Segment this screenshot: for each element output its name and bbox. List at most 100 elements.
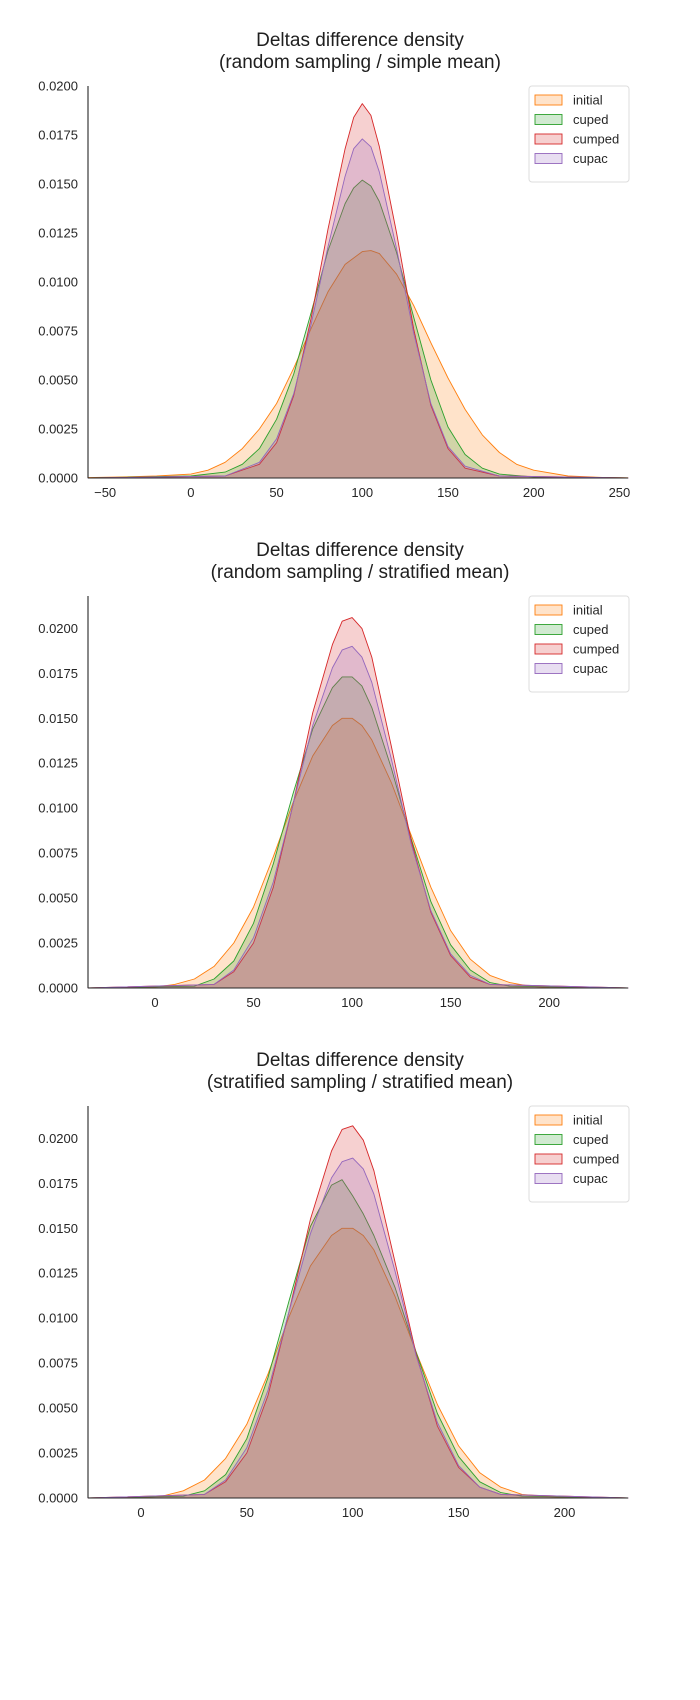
- legend: initial cuped cumped cupac: [528, 595, 630, 693]
- density-area-cuped: [87, 179, 629, 479]
- legend-label-initial: initial: [573, 603, 603, 618]
- x-tick-label: 150: [437, 485, 459, 500]
- legend-label-cumped: cumped: [573, 642, 619, 657]
- y-tick-label: 0.0025: [38, 936, 78, 951]
- density-areas: [87, 103, 629, 479]
- density-area-cumped: [87, 103, 629, 479]
- y-tick-label: 0.0075: [38, 324, 78, 339]
- legend-swatch-initial: [534, 1114, 563, 1126]
- legend-swatch-cuped: [534, 624, 563, 635]
- legend-label-cupac: cupac: [573, 661, 608, 676]
- density-areas: [87, 1125, 629, 1499]
- y-tick-label: 0.0125: [38, 226, 78, 241]
- chart-title-line: Deltas difference density: [256, 30, 464, 51]
- y-tick-label: 0.0175: [38, 128, 78, 143]
- legend-swatch-initial: [534, 604, 563, 616]
- y-tick-label: 0.0050: [38, 373, 78, 388]
- y-tick-label: 0.0050: [38, 891, 78, 906]
- legend-swatch-cuped: [534, 1134, 563, 1145]
- chart-svg: 0.0000 0.0025 0.0050 0.0075 0.0100 0.0125 0.01…: [38, 1105, 630, 1520]
- chart-title: Deltas difference density (random sampli…: [90, 30, 630, 74]
- legend-frame: [528, 85, 630, 183]
- legend-label-cupac: cupac: [573, 1171, 608, 1186]
- y-tick-label: 0.0125: [38, 756, 78, 771]
- density-area-cumped: [87, 617, 629, 989]
- legend-swatch-cumped: [534, 133, 563, 145]
- y-tick-label: 0.0025: [38, 422, 78, 437]
- legend-label-cumped: cumped: [573, 1152, 619, 1167]
- x-tick-label: 150: [448, 1505, 470, 1520]
- y-tick-label: 0.0200: [38, 1131, 78, 1146]
- chart-title: Deltas difference density (random sampli…: [90, 540, 630, 584]
- legend-label-initial: initial: [573, 93, 603, 108]
- x-tick-label: −50: [94, 485, 116, 500]
- legend: initial cuped cumped cupac: [528, 85, 630, 183]
- x-tick-label: 0: [187, 485, 194, 500]
- density-area-cuped: [87, 676, 629, 989]
- y-tick-label: 0.0200: [38, 621, 78, 636]
- density-area-cupac: [87, 645, 629, 989]
- y-tick-label: 0.0150: [38, 711, 78, 726]
- legend-swatch-initial: [534, 94, 563, 106]
- density-area-cupac: [87, 1157, 629, 1499]
- legend-frame: [528, 595, 630, 693]
- density-area-initial: [87, 1227, 629, 1499]
- y-tick-label: 0.0125: [38, 1266, 78, 1281]
- y-tick-label: 0.0000: [38, 981, 78, 996]
- density-chart-stratified-mean: 0.0000 0.0025 0.0050 0.0075 0.0100 0.0125 0.01…: [0, 540, 700, 1050]
- x-tick-label: 250: [609, 485, 631, 500]
- density-chart-stratified-sampling: 0.0000 0.0025 0.0050 0.0075 0.0100 0.0125 0.01…: [0, 1050, 700, 1560]
- legend-label-cuped: cuped: [573, 1132, 608, 1147]
- y-tick-label: 0.0150: [38, 177, 78, 192]
- density-area-initial: [87, 250, 629, 479]
- legend-frame: [528, 1105, 630, 1203]
- chart-title-line: Deltas difference density: [256, 1050, 464, 1071]
- legend-label-cuped: cuped: [573, 112, 608, 127]
- x-tick-label: 50: [246, 995, 260, 1010]
- x-tick-label: 200: [523, 485, 545, 500]
- legend-swatch-cupac: [534, 1173, 563, 1184]
- legend-label-cupac: cupac: [573, 151, 608, 166]
- y-tick-label: 0.0050: [38, 1401, 78, 1416]
- x-tick-label: 50: [240, 1505, 254, 1520]
- y-tick-label: 0.0100: [38, 275, 78, 290]
- x-tick-label: 200: [554, 1505, 576, 1520]
- chart-svg: 0.0000 0.0025 0.0050 0.0075 0.0100 0.0125 0.01…: [38, 79, 631, 501]
- x-tick-label: 150: [440, 995, 462, 1010]
- y-tick-label: 0.0000: [38, 471, 78, 486]
- y-tick-label: 0.0175: [38, 1176, 78, 1191]
- y-tick-label: 0.0075: [38, 846, 78, 861]
- chart-title: Deltas difference density (stratified sa…: [90, 1050, 630, 1094]
- legend-swatch-cumped: [534, 1153, 563, 1165]
- x-tick-label: 0: [137, 1505, 144, 1520]
- legend-swatch-cumped: [534, 643, 563, 655]
- x-tick-label: 100: [341, 995, 363, 1010]
- x-tick-label: 50: [269, 485, 283, 500]
- y-tick-label: 0.0100: [38, 801, 78, 816]
- legend-swatch-cupac: [534, 663, 563, 674]
- y-tick-label: 0.0100: [38, 1311, 78, 1326]
- chart-title-line: Deltas difference density: [256, 540, 464, 561]
- density-area-cupac: [87, 138, 629, 479]
- chart-subtitle-line: (random sampling / stratified mean): [210, 562, 510, 583]
- legend: initial cuped cumped cupac: [528, 1105, 630, 1203]
- density-area-cuped: [87, 1179, 629, 1499]
- x-tick-label: 100: [351, 485, 373, 500]
- legend-swatch-cupac: [534, 153, 563, 164]
- y-tick-label: 0.0025: [38, 1446, 78, 1461]
- y-tick-label: 0.0000: [38, 1491, 78, 1506]
- y-tick-label: 0.0175: [38, 666, 78, 681]
- legend-swatch-cuped: [534, 114, 563, 125]
- density-area-initial: [87, 717, 629, 989]
- legend-label-cuped: cuped: [573, 622, 608, 637]
- x-tick-label: 0: [151, 995, 158, 1010]
- y-tick-label: 0.0150: [38, 1221, 78, 1236]
- x-tick-label: 200: [538, 995, 560, 1010]
- chart-subtitle-line: (random sampling / simple mean): [219, 52, 501, 73]
- y-tick-label: 0.0075: [38, 1356, 78, 1371]
- legend-label-cumped: cumped: [573, 132, 619, 147]
- chart-svg: 0.0000 0.0025 0.0050 0.0075 0.0100 0.0125 0.01…: [38, 595, 630, 1010]
- chart-subtitle-line: (stratified sampling / stratified mean): [206, 1072, 514, 1093]
- density-chart-simple-mean: 0.0000 0.0025 0.0050 0.0075 0.0100 0.0125 0.01…: [0, 30, 700, 540]
- x-tick-label: 100: [342, 1505, 364, 1520]
